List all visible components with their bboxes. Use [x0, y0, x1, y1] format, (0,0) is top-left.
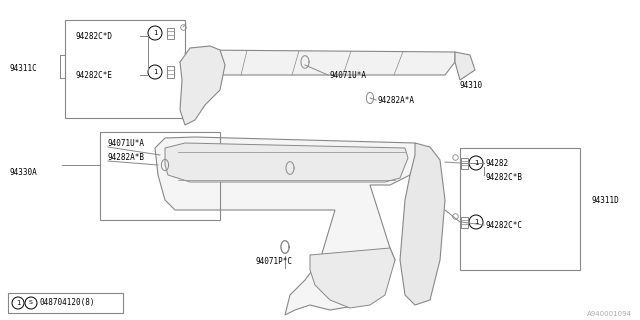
Bar: [65, 20, 185, 118]
Text: 94071P*C: 94071P*C: [255, 258, 292, 267]
Text: 94311D: 94311D: [592, 196, 620, 204]
Polygon shape: [310, 248, 395, 308]
Text: 94310: 94310: [460, 81, 483, 90]
Text: 94311C: 94311C: [10, 63, 38, 73]
Text: 94282C*B: 94282C*B: [485, 172, 522, 181]
Text: 94282C*E: 94282C*E: [75, 70, 112, 79]
Text: S: S: [29, 300, 33, 306]
Text: 1: 1: [16, 300, 20, 306]
Polygon shape: [155, 137, 420, 315]
Text: 1: 1: [153, 69, 157, 75]
Bar: [166, 28, 173, 38]
Text: 1: 1: [474, 219, 478, 225]
Text: 048704120(8): 048704120(8): [40, 299, 95, 308]
Polygon shape: [400, 143, 445, 305]
Bar: [166, 66, 173, 78]
Bar: [461, 217, 467, 228]
Text: 94282A*B: 94282A*B: [108, 153, 145, 162]
Polygon shape: [180, 50, 455, 75]
Bar: [460, 148, 580, 270]
Text: 94071U*A: 94071U*A: [330, 70, 367, 79]
Text: 94282C*D: 94282C*D: [75, 31, 112, 41]
Text: 94330A: 94330A: [10, 167, 38, 177]
Text: 1: 1: [474, 160, 478, 166]
Polygon shape: [180, 46, 225, 125]
Text: 94282: 94282: [485, 158, 508, 167]
Polygon shape: [455, 52, 475, 80]
Text: 94282A*A: 94282A*A: [378, 95, 415, 105]
Bar: [100, 132, 220, 220]
Bar: [8, 293, 123, 313]
Bar: [461, 157, 467, 169]
Text: 94282C*C: 94282C*C: [485, 220, 522, 229]
Text: 94071U*A: 94071U*A: [108, 139, 145, 148]
Polygon shape: [165, 143, 408, 182]
Text: A940001094: A940001094: [587, 311, 632, 317]
Text: 1: 1: [153, 30, 157, 36]
